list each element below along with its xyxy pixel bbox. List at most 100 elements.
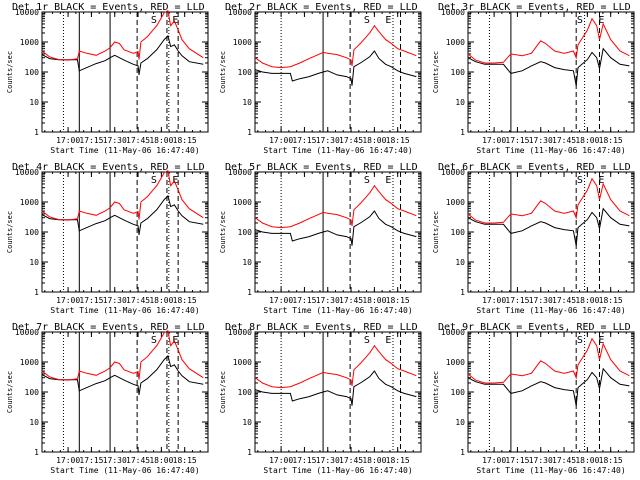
x-tick-label: 17:00 [482, 296, 506, 305]
y-tick-label: 10000 [15, 8, 39, 17]
y-tick-label: 10000 [441, 168, 465, 177]
x-tick-label: 17:00 [56, 456, 80, 465]
y-tick-label: 1000 [20, 198, 39, 207]
x-tick-label: 17:15 [505, 136, 529, 145]
y-tick-label: 1000 [20, 358, 39, 367]
plot-frame [41, 331, 209, 453]
x-axis-label: Start Time (11-May-06 16:47:40) [50, 146, 199, 155]
plot-frame [41, 11, 209, 133]
x-tick-label: 17:45 [339, 136, 363, 145]
x-axis-label: Start Time (11-May-06 16:47:40) [476, 146, 625, 155]
y-tick-label: 100 [238, 68, 253, 77]
y-tick-label: 100 [25, 68, 40, 77]
y-tick-label: 10 [242, 98, 252, 107]
marker-E: E [385, 335, 391, 346]
lld-trace-red [41, 330, 204, 381]
y-tick-label: 1 [34, 288, 39, 297]
detector-panel-9: Det 9r BLACK = Events, RED = LLD 1 10 100 10… [432, 322, 635, 475]
y-tick-label: 100 [25, 388, 40, 397]
y-tick-label: 1 [460, 288, 465, 297]
x-tick-label: 17:30 [316, 296, 340, 305]
x-tick-label: 17:00 [56, 296, 80, 305]
x-tick-label: 17:15 [292, 296, 316, 305]
x-tick-label: 17:30 [316, 456, 340, 465]
detector-panel-6: Det 6r BLACK = Events, RED = LLD 1 10 100 10… [432, 162, 635, 315]
x-tick-label: 17:30 [316, 136, 340, 145]
x-axis-label: Start Time (11-May-06 16:47:40) [476, 466, 625, 475]
plot-frame [467, 11, 635, 133]
y-tick-label: 10000 [228, 168, 252, 177]
marker-E: E [385, 175, 391, 186]
x-axis-label: Start Time (11-May-06 16:47:40) [50, 306, 199, 315]
events-trace-black [254, 210, 417, 246]
y-tick-label: 100 [238, 228, 253, 237]
detector-panel-4: Det 4r BLACK = Events, RED = LLD 1 10 100 10… [6, 162, 209, 315]
y-tick-label: 1 [247, 128, 252, 137]
y-tick-label: 100 [25, 228, 40, 237]
x-tick-label: 17:15 [505, 296, 529, 305]
x-tick-label: 17:15 [292, 456, 316, 465]
x-tick-label: 18:15 [599, 136, 623, 145]
y-tick-label: 10 [455, 418, 465, 427]
marker-S: S [151, 15, 157, 26]
plot-frame [467, 331, 635, 453]
x-tick-label: 18:00 [575, 296, 599, 305]
y-tick-label: 10 [455, 258, 465, 267]
x-axis-label: Start Time (11-May-06 16:47:40) [263, 306, 412, 315]
x-tick-label: 18:00 [149, 456, 173, 465]
events-trace-black [467, 207, 630, 246]
plot-frame [254, 331, 422, 453]
x-tick-label: 17:15 [79, 136, 103, 145]
x-tick-label: 17:30 [529, 456, 553, 465]
x-tick-label: 17:00 [269, 136, 293, 145]
x-tick-label: 17:45 [552, 296, 576, 305]
x-tick-label: 17:15 [79, 296, 103, 305]
lld-trace-red [467, 17, 630, 64]
y-axis-label: Counts/sec [219, 211, 227, 253]
y-tick-label: 100 [451, 228, 466, 237]
x-axis-label: Start Time (11-May-06 16:47:40) [263, 466, 412, 475]
panel-title: Det 7r BLACK = Events, RED = LLD [12, 322, 205, 333]
plot-frame [41, 171, 209, 293]
panel-title: Det 5r BLACK = Events, RED = LLD [225, 162, 418, 173]
x-tick-label: 17:45 [552, 136, 576, 145]
panel-title: Det 6r BLACK = Events, RED = LLD [438, 162, 631, 173]
marker-S: S [364, 335, 370, 346]
y-tick-label: 10 [242, 258, 252, 267]
lld-trace-red [254, 344, 417, 389]
detector-panel-5: Det 5r BLACK = Events, RED = LLD 1 10 100 10… [219, 162, 422, 315]
detector-panel-8: Det 8r BLACK = Events, RED = LLD 1 10 100 10… [219, 322, 422, 475]
x-axis-label: Start Time (11-May-06 16:47:40) [50, 466, 199, 475]
panel-title: Det 9r BLACK = Events, RED = LLD [438, 322, 631, 333]
marker-E: E [385, 15, 391, 26]
y-tick-label: 1 [247, 288, 252, 297]
y-tick-label: 10 [29, 98, 39, 107]
marker-E: E [172, 175, 178, 186]
y-tick-label: 10 [29, 258, 39, 267]
y-tick-label: 10000 [441, 8, 465, 17]
panel-title: Det 3r BLACK = Events, RED = LLD [438, 2, 631, 13]
y-tick-label: 1000 [446, 198, 465, 207]
plot-frame [467, 171, 635, 293]
marker-S: S [577, 15, 583, 26]
y-tick-label: 1 [34, 448, 39, 457]
lld-trace-red [254, 184, 417, 229]
x-tick-label: 17:30 [103, 136, 127, 145]
panel-title: Det 1r BLACK = Events, RED = LLD [12, 2, 205, 13]
marker-S: S [577, 335, 583, 346]
x-tick-label: 17:00 [269, 296, 293, 305]
plot-frame [254, 11, 422, 133]
marker-S: S [577, 175, 583, 186]
y-tick-label: 100 [238, 388, 253, 397]
y-tick-label: 1000 [446, 358, 465, 367]
lld-trace-red [41, 170, 204, 221]
y-tick-label: 1 [460, 448, 465, 457]
y-tick-label: 1000 [446, 38, 465, 47]
lld-trace-red [467, 337, 630, 384]
x-tick-label: 17:45 [126, 296, 150, 305]
y-axis-label: Counts/sec [6, 211, 14, 253]
x-tick-label: 17:45 [126, 456, 150, 465]
y-tick-label: 1 [34, 128, 39, 137]
y-tick-label: 10000 [228, 8, 252, 17]
